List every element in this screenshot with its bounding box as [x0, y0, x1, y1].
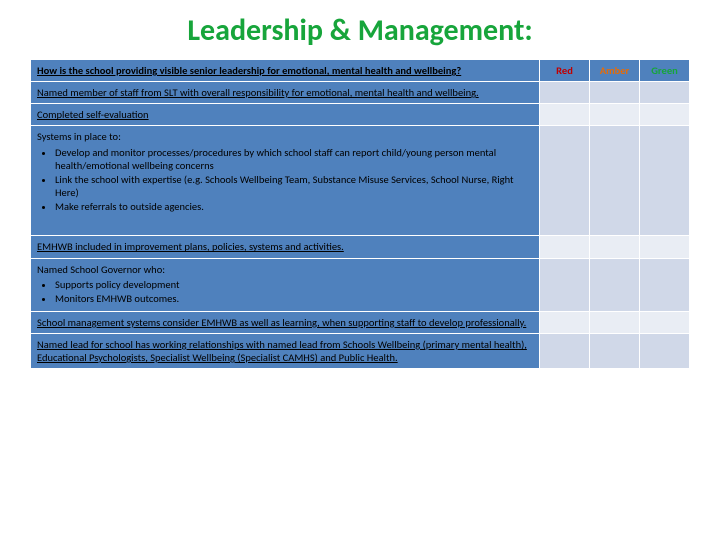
header-green: Green — [640, 60, 690, 82]
row-description: EMHWB included in improvement plans, pol… — [31, 236, 540, 258]
table-row: Completed self-evaluation — [31, 104, 690, 126]
rag-cell[interactable] — [640, 311, 690, 333]
rag-cell[interactable] — [540, 82, 590, 104]
row-description: Systems in place to:Develop and monitor … — [31, 126, 540, 236]
rag-cell[interactable] — [590, 82, 640, 104]
header-amber: Amber — [590, 60, 640, 82]
bullet-item: Develop and monitor processes/procedures… — [55, 146, 533, 172]
row-description: Named School Governor who:Supports polic… — [31, 258, 540, 311]
bullet-item: Make referrals to outside agencies. — [55, 200, 533, 213]
page-title: Leadership & Management: — [30, 12, 690, 49]
rag-cell[interactable] — [640, 82, 690, 104]
rag-cell[interactable] — [590, 258, 640, 311]
table-body: Named member of staff from SLT with over… — [31, 82, 690, 369]
table-row: School management systems consider EMHWB… — [31, 311, 690, 333]
table-row: EMHWB included in improvement plans, pol… — [31, 236, 690, 258]
row-description: Named lead for school has working relati… — [31, 334, 540, 369]
bullet-item: Link the school with expertise (e.g. Sch… — [55, 173, 533, 199]
rag-cell[interactable] — [590, 334, 640, 369]
slide: Leadership & Management: How is the scho… — [0, 0, 720, 540]
rag-cell[interactable] — [590, 236, 640, 258]
row-description: Named member of staff from SLT with over… — [31, 82, 540, 104]
bullet-item: Supports policy development — [55, 278, 533, 291]
rag-cell[interactable] — [640, 126, 690, 236]
rag-cell[interactable] — [540, 334, 590, 369]
rag-cell[interactable] — [540, 104, 590, 126]
table-row: Systems in place to:Develop and monitor … — [31, 126, 690, 236]
rag-cell[interactable] — [640, 258, 690, 311]
rag-cell[interactable] — [590, 104, 640, 126]
rag-cell[interactable] — [540, 311, 590, 333]
table-row: Named School Governor who:Supports polic… — [31, 258, 690, 311]
table-row: Named lead for school has working relati… — [31, 334, 690, 369]
table-header-row: How is the school providing visible seni… — [31, 60, 690, 82]
rag-cell[interactable] — [540, 236, 590, 258]
bullet-item: Monitors EMHWB outcomes. — [55, 292, 533, 305]
table-row: Named member of staff from SLT with over… — [31, 82, 690, 104]
rag-cell[interactable] — [640, 104, 690, 126]
rag-cell[interactable] — [540, 126, 590, 236]
row-description: Completed self-evaluation — [31, 104, 540, 126]
rag-cell[interactable] — [540, 258, 590, 311]
rag-cell[interactable] — [590, 126, 640, 236]
row-description: School management systems consider EMHWB… — [31, 311, 540, 333]
header-red: Red — [540, 60, 590, 82]
rag-cell[interactable] — [590, 311, 640, 333]
rag-table: How is the school providing visible seni… — [30, 59, 690, 369]
rag-cell[interactable] — [640, 334, 690, 369]
header-question: How is the school providing visible seni… — [31, 60, 540, 82]
rag-cell[interactable] — [640, 236, 690, 258]
